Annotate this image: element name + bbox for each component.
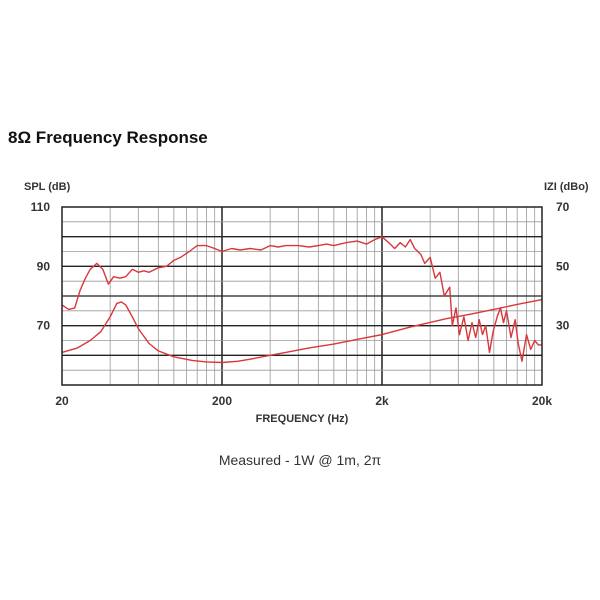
y-right-tick-label: 70 xyxy=(556,200,570,214)
spl-curve xyxy=(61,236,542,362)
chart-grid xyxy=(62,207,542,385)
x-tick-label: 20 xyxy=(55,394,69,408)
plot-frame xyxy=(61,206,543,386)
measurement-caption: Measured - 1W @ 1m, 2π xyxy=(218,452,382,468)
page-title: 8Ω Frequency Response xyxy=(8,128,208,147)
x-tick-label: 200 xyxy=(212,394,232,408)
x-tick-label: 2k xyxy=(375,394,389,408)
y-axis-left-label: SPL (dB) xyxy=(24,181,71,193)
tick-labels: 20 200 2k 20k 110 90 70 70 50 30 xyxy=(31,200,570,408)
y-left-tick-label: 90 xyxy=(37,259,51,273)
x-tick-label: 20k xyxy=(532,394,552,408)
y-right-tick-label: 30 xyxy=(556,319,570,333)
series-layer xyxy=(61,236,543,364)
impedance-curve xyxy=(61,298,543,364)
y-left-tick-label: 110 xyxy=(31,200,51,214)
y-left-tick-label: 70 xyxy=(37,319,51,333)
x-axis-label: FREQUENCY (Hz) xyxy=(256,413,349,425)
y-right-tick-label: 50 xyxy=(556,259,570,273)
y-axis-right-label: IZI (dBo) xyxy=(544,181,589,193)
